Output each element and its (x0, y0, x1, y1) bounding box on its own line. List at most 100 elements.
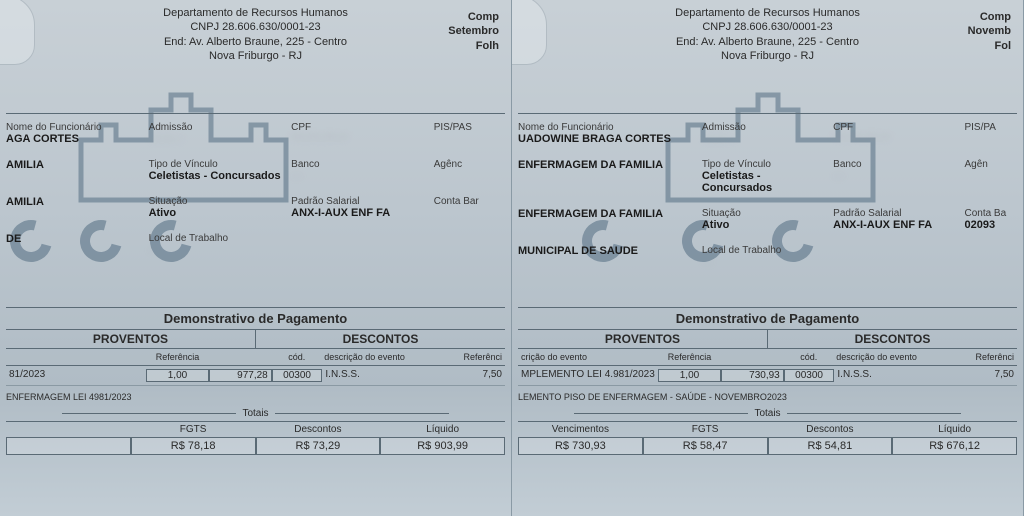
tot-val: R$ 78,18 (131, 437, 256, 455)
conta-label: Conta Ba (964, 208, 1017, 219)
cell-desc: 81/2023 (6, 369, 146, 382)
tot-col: FGTS (643, 424, 768, 435)
lotacao-value: ENFERMAGEM DA FAMILIA (518, 208, 702, 220)
tot-val (6, 437, 131, 455)
totais-label: Totais (518, 406, 1017, 422)
lotacao-value: AMILIA (6, 196, 149, 208)
tot-col: Descontos (256, 424, 381, 435)
descontos-header: DESCONTOS (768, 330, 1017, 348)
local-value: --- (149, 244, 292, 256)
col-desc (6, 352, 147, 362)
comp-month: Novemb (968, 24, 1011, 38)
admissao-label: Admissão (149, 122, 292, 133)
tot-val: R$ 58,47 (643, 437, 768, 455)
conta-label: Conta Bar (434, 196, 505, 207)
col-dref: Referênci (962, 352, 1017, 362)
cell-val: 730,93 (721, 369, 784, 382)
cell-ddesc: I.N.S.S. (834, 369, 962, 382)
comp-text: Comp (968, 10, 1011, 24)
org-header: Departamento de Recursos Humanos CNPJ 28… (6, 4, 505, 63)
situacao-label: Situação (149, 196, 292, 207)
agencia-label: Agênc (434, 159, 505, 170)
tot-val: R$ 54,81 (768, 437, 893, 455)
situacao-value: Ativo (702, 219, 833, 231)
banco-value: --- (833, 170, 964, 182)
cell-val: 977,28 (209, 369, 272, 382)
cnpj-line: CNPJ 28.606.630/0001-23 (518, 20, 1017, 34)
cell-cod: 00300 (272, 369, 323, 382)
tot-val: R$ 676,12 (892, 437, 1017, 455)
table-header: Referência cód. descrição do evento Refe… (6, 349, 505, 366)
comp-month: Setembro (448, 24, 499, 38)
org-header: Departamento de Recursos Humanos CNPJ 28… (518, 4, 1017, 63)
table-row: 81/2023 1,00 977,28 00300 I.N.S.S. 7,50 (6, 366, 505, 386)
comp-text: Comp (448, 10, 499, 24)
banco-label: Banco (291, 159, 434, 170)
payslip-right: Departamento de Recursos Humanos CNPJ 28… (512, 0, 1024, 516)
prov-desc-head: PROVENTOS DESCONTOS (518, 330, 1017, 349)
totals-header: Vencimentos FGTS Descontos Líquido (518, 422, 1017, 437)
cargo-value: ENFERMAGEM DA FAMILIA (518, 159, 702, 171)
employee-info: Nome do Funcionário UADOWINE BRAGA CORTE… (518, 113, 1017, 303)
padrao-value: ANX-I-AUX ENF FA (291, 207, 434, 219)
admissao-value: --/--/---- (149, 133, 292, 145)
totals-row: R$ 78,18 R$ 73,29 R$ 903,99 (6, 437, 505, 455)
cell-ref: 1,00 (658, 369, 721, 382)
col-ddesc: descrição do evento (321, 352, 450, 362)
vinculo-label: Tipo de Vínculo (149, 159, 292, 170)
vinculo-label: Tipo de Vínculo (702, 159, 833, 170)
payslip-left: Departamento de Recursos Humanos CNPJ 28… (0, 0, 512, 516)
col-desc: crição do evento (518, 352, 659, 362)
descontos-header: DESCONTOS (256, 330, 505, 348)
tot-col (6, 424, 131, 435)
situacao-label: Situação (702, 208, 833, 219)
vinculo-value: Celetistas - Concursados (149, 170, 292, 182)
vinculo-value: Celetistas - Concursados (702, 170, 833, 194)
tot-col: FGTS (131, 424, 256, 435)
cnpj-line: CNPJ 28.606.630/0001-23 (6, 20, 505, 34)
cpf-value: ***.***.***-** (833, 133, 964, 145)
section-title: Demonstrativo de Pagamento (518, 307, 1017, 330)
note-line: ENFERMAGEM LEI 4981/2023 (6, 386, 505, 406)
totals-header: FGTS Descontos Líquido (6, 422, 505, 437)
tot-col: Líquido (380, 424, 505, 435)
col-cod: cód. (272, 352, 321, 362)
cell-dref: 7,50 (450, 369, 505, 382)
city-line: Nova Friburgo - RJ (6, 49, 505, 63)
conta-value: 02093 (964, 219, 1017, 231)
col-val (720, 352, 784, 362)
local-label: Local de Trabalho (149, 233, 292, 244)
col-ref: Referência (147, 352, 208, 362)
cpf-label: CPF (833, 122, 964, 133)
section-title: Demonstrativo de Pagamento (6, 307, 505, 330)
padrao-label: Padrão Salarial (833, 208, 964, 219)
col-ref: Referência (659, 352, 720, 362)
secretaria-value: DE (6, 233, 149, 245)
col-dref: Referênci (450, 352, 505, 362)
cell-cod: 00300 (784, 369, 835, 382)
situacao-value: Ativo (149, 207, 292, 219)
employee-info: Nome do Funcionário AGA CORTES Admissão … (6, 113, 505, 303)
local-label: Local de Trabalho (702, 245, 833, 256)
totals-row: R$ 730,93 R$ 58,47 R$ 54,81 R$ 676,12 (518, 437, 1017, 455)
tot-val: R$ 73,29 (256, 437, 381, 455)
tot-col: Vencimentos (518, 424, 643, 435)
competencia-label: Comp Novemb Fol (968, 10, 1011, 53)
banco-label: Banco (833, 159, 964, 170)
comp-folha: Folh (448, 39, 499, 53)
comp-folha: Fol (968, 39, 1011, 53)
cell-ref: 1,00 (146, 369, 209, 382)
cpf-value: ***.***.***-** (291, 133, 434, 145)
tot-val: R$ 903,99 (380, 437, 505, 455)
nome-value: UADOWINE BRAGA CORTES (518, 133, 702, 145)
banco-value: --- (291, 170, 434, 182)
addr-line: End: Av. Alberto Braune, 225 - Centro (6, 35, 505, 49)
col-val (208, 352, 272, 362)
admissao-value: --/--/---- (702, 133, 833, 145)
col-cod: cód. (784, 352, 833, 362)
city-line: Nova Friburgo - RJ (518, 49, 1017, 63)
nome-label: Nome do Funcionário (518, 122, 702, 133)
padrao-label: Padrão Salarial (291, 196, 434, 207)
tot-val: R$ 730,93 (518, 437, 643, 455)
pis-label: PIS/PAS (434, 122, 505, 133)
